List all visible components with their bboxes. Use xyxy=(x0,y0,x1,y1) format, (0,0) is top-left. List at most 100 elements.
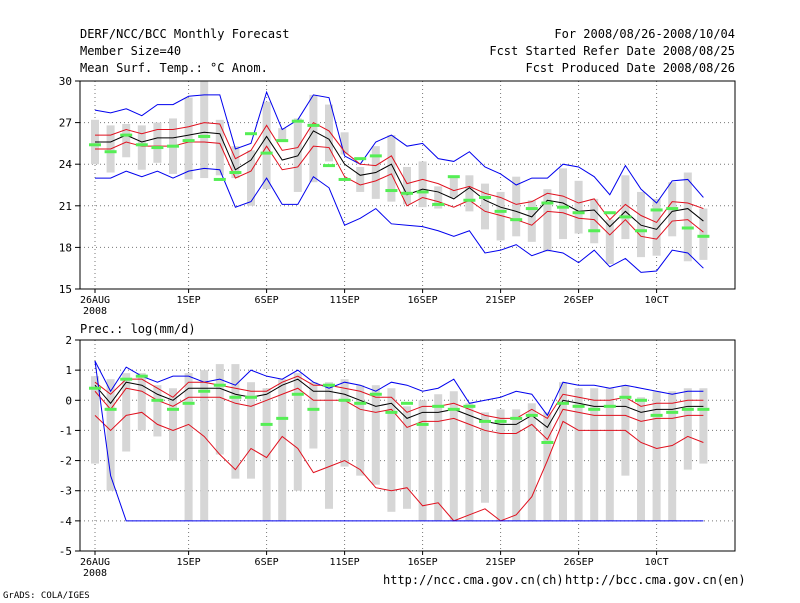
y-tick-label: 18 xyxy=(59,241,72,254)
observed-marker xyxy=(432,404,445,408)
observed-marker xyxy=(603,211,616,215)
range-box xyxy=(231,146,240,179)
observed-marker xyxy=(354,157,367,161)
observed-marker xyxy=(619,215,632,219)
low-spread-line xyxy=(94,411,704,522)
range-box xyxy=(434,186,443,209)
observed-marker xyxy=(323,383,335,387)
observed-marker xyxy=(276,139,289,143)
range-box xyxy=(153,122,162,163)
range-box xyxy=(122,123,131,158)
observed-marker xyxy=(681,407,694,411)
range-box xyxy=(247,382,255,479)
observed-marker xyxy=(463,198,476,202)
range-box xyxy=(543,189,552,252)
plot-frame xyxy=(79,339,736,552)
range-box xyxy=(605,219,614,265)
observed-marker xyxy=(213,177,226,181)
range-box xyxy=(668,391,677,521)
url-ch-link[interactable]: http://ncc.cma.gov.cn(ch) xyxy=(383,573,564,587)
observed-marker xyxy=(182,401,195,405)
x-tick-label: 11SEP xyxy=(330,557,360,568)
range-box xyxy=(200,370,209,521)
range-box xyxy=(496,409,505,521)
observed-marker xyxy=(276,416,289,420)
range-box xyxy=(215,119,224,176)
lower-spread-line xyxy=(95,141,704,240)
range-box xyxy=(231,364,240,479)
range-box xyxy=(637,397,645,521)
observed-marker xyxy=(229,395,242,399)
observed-marker xyxy=(104,407,117,411)
observed-marker xyxy=(557,401,569,405)
observed-marker xyxy=(245,395,257,399)
range-box xyxy=(184,97,193,180)
range-box xyxy=(590,388,599,521)
y-tick-label: -3 xyxy=(59,485,72,498)
y-tick-label: 0 xyxy=(65,394,72,407)
range-box xyxy=(465,403,474,521)
range-box xyxy=(559,382,567,521)
observed-marker xyxy=(447,407,460,411)
observed-marker xyxy=(463,404,476,408)
observed-marker xyxy=(494,209,507,213)
observed-marker xyxy=(260,422,273,426)
range-box xyxy=(652,391,661,521)
observed-marker xyxy=(401,191,413,195)
observed-marker xyxy=(120,377,133,381)
range-box xyxy=(137,125,146,170)
y-tick-label: 24 xyxy=(59,158,73,171)
max-line xyxy=(94,360,704,417)
start-refer-date: Fcst Started Refer Date 2008/08/25 xyxy=(489,44,735,58)
observed-marker xyxy=(447,175,460,179)
url-en-link[interactable]: http://bcc.cma.gov.cn(en) xyxy=(565,573,746,587)
x-tick-label: 10CT xyxy=(645,295,669,306)
observed-marker xyxy=(603,404,616,408)
observed-marker xyxy=(510,218,523,222)
observed-marker xyxy=(525,413,538,417)
panel-precipitation: 2 1 0 -1 -2 -3 -4 -5 26AUG 1SEP 6SEP 11SEP 16SEP 21SE… xyxy=(59,334,736,579)
forecast-period: For 2008/08/26-2008/10/04 xyxy=(554,27,735,41)
y-tick-label: 15 xyxy=(59,283,72,296)
range-box xyxy=(200,81,209,179)
range-box xyxy=(543,412,552,521)
x-tick-label: 16SEP xyxy=(408,295,438,306)
observed-marker xyxy=(245,132,257,136)
range-box xyxy=(278,128,287,143)
y-tick-label: 1 xyxy=(65,364,72,377)
range-box xyxy=(434,394,443,521)
x-tick-label: 6SEP xyxy=(255,295,279,306)
observed-marker xyxy=(572,211,585,215)
upper-spread-line xyxy=(94,375,704,420)
observed-marker xyxy=(167,407,179,411)
ensemble-mean-line xyxy=(95,130,704,230)
x-tick-label: 21SEP xyxy=(486,557,516,568)
observed-marker xyxy=(151,146,164,150)
observed-marker xyxy=(541,440,554,444)
range-box xyxy=(527,403,536,521)
min-line xyxy=(94,361,704,522)
observed-marker xyxy=(416,190,429,194)
range-box xyxy=(512,409,521,521)
observed-marker xyxy=(572,404,585,408)
range-box xyxy=(449,178,458,198)
precip-title: Prec.: log(mm/d) xyxy=(80,322,196,336)
observed-marker xyxy=(541,201,554,205)
observed-marker xyxy=(291,119,304,123)
range-box xyxy=(496,191,505,241)
observed-marker xyxy=(338,398,351,402)
range-box xyxy=(590,198,599,244)
range-box xyxy=(262,388,271,521)
range-box xyxy=(153,385,162,437)
observed-marker xyxy=(135,143,148,147)
range-box xyxy=(106,379,115,491)
lower-spread-line xyxy=(94,387,704,441)
x-year-label: 2008 xyxy=(83,306,107,317)
chart-title: DERF/NCC/BCC Monthly Forecast xyxy=(80,27,290,41)
x-year-label: 2008 xyxy=(83,568,107,579)
range-box xyxy=(683,172,692,262)
observed-marker xyxy=(260,151,273,155)
observed-marker xyxy=(479,195,491,199)
range-box xyxy=(122,373,131,452)
y-tick-label: -1 xyxy=(59,424,72,437)
